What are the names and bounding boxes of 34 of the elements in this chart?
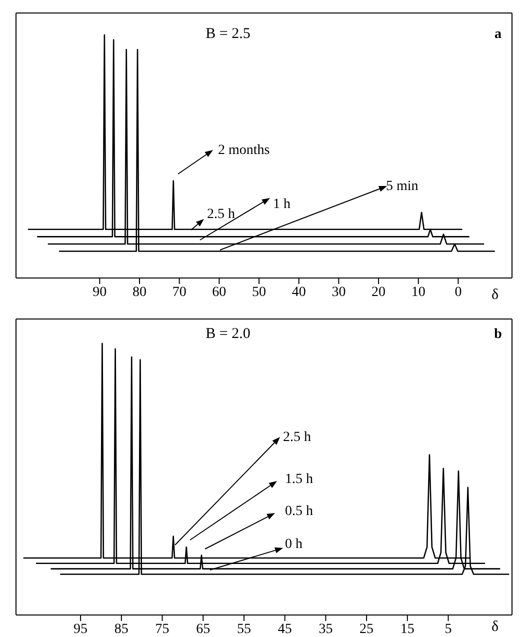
annotation: a bbox=[494, 27, 502, 42]
x-tick-label: 70 bbox=[172, 284, 186, 300]
x-tick-label: 15 bbox=[400, 622, 414, 637]
x-tick-label: 10 bbox=[411, 284, 426, 300]
x-tick-label: 45 bbox=[278, 622, 292, 637]
x-tick-label: 90 bbox=[92, 284, 107, 300]
x-tick-label: 60 bbox=[212, 284, 226, 300]
legend-label: 5 min bbox=[386, 179, 418, 194]
x-tick-label: 0 bbox=[454, 284, 462, 300]
x-axis-title: δ bbox=[491, 287, 499, 303]
legend-label: 2.5 h bbox=[283, 430, 311, 445]
x-tick-label: 80 bbox=[132, 284, 146, 300]
x-tick-label: 85 bbox=[114, 622, 128, 637]
legend-label: 0.5 h bbox=[285, 504, 313, 519]
legend-label: 2.5 h bbox=[207, 207, 235, 222]
x-tick-label: 40 bbox=[292, 284, 306, 300]
x-tick-label: 20 bbox=[372, 284, 386, 300]
chart-title: B = 2.5 bbox=[206, 26, 250, 42]
x-tick-label: 55 bbox=[236, 622, 251, 637]
legend-label: 1 h bbox=[273, 197, 290, 212]
legend-label: 0 h bbox=[285, 537, 302, 552]
x-axis-title: δ bbox=[491, 619, 499, 635]
chart-title: B = 2.0 bbox=[206, 326, 250, 342]
x-tick-label: 95 bbox=[74, 622, 88, 637]
x-tick-label: 5 bbox=[444, 622, 452, 637]
x-tick-label: 75 bbox=[155, 622, 170, 637]
legend-label: 2 months bbox=[218, 143, 270, 158]
x-tick-label: 30 bbox=[332, 284, 346, 300]
legend-label: 1.5 h bbox=[285, 472, 313, 487]
text: b bbox=[494, 327, 502, 342]
x-tick-label: 50 bbox=[252, 284, 266, 300]
x-tick-label: 35 bbox=[318, 622, 333, 637]
x-tick-label: 25 bbox=[360, 622, 374, 637]
x-tick-label: 65 bbox=[196, 622, 210, 637]
